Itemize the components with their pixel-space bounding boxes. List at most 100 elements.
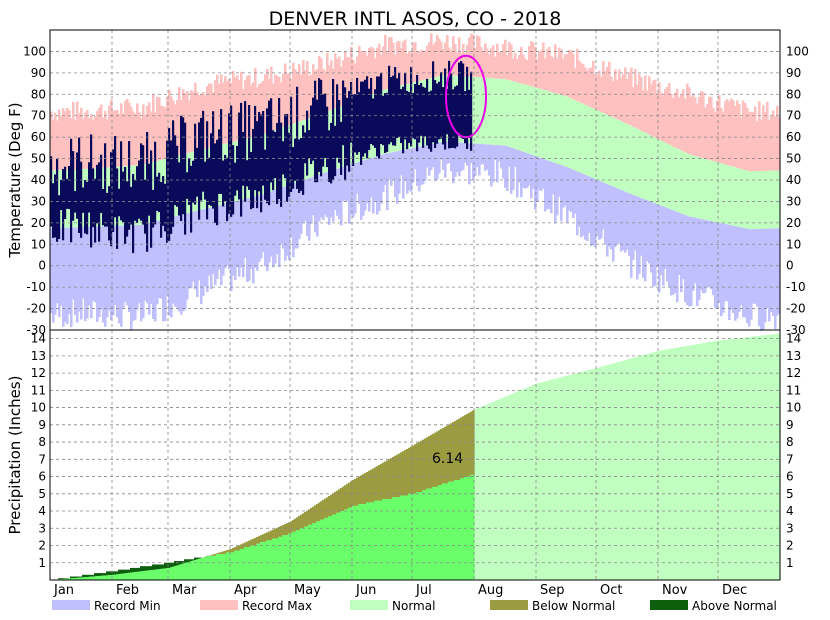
below-normal-bar bbox=[220, 552, 223, 555]
below-normal-bar bbox=[278, 526, 281, 537]
observed-temp-bar bbox=[246, 160, 249, 187]
observed-precip-bar bbox=[366, 502, 369, 580]
normal-precip-bar bbox=[604, 365, 607, 580]
temp-ytick-right: 80 bbox=[786, 87, 801, 101]
record-max-bar bbox=[518, 54, 521, 83]
record-min-bar bbox=[690, 216, 693, 306]
record-max-bar bbox=[530, 41, 533, 87]
normal-band-bar bbox=[746, 170, 749, 229]
normal-band-bar bbox=[666, 143, 669, 208]
record-max-bar bbox=[330, 60, 333, 111]
above-normal-bar bbox=[182, 561, 185, 564]
normal-band-bar bbox=[562, 95, 565, 166]
observed-precip-bar bbox=[232, 552, 235, 580]
record-max-bar bbox=[510, 44, 513, 81]
observed-precip-bar bbox=[340, 511, 343, 580]
observed-precip-bar bbox=[164, 568, 167, 580]
observed-precip-bar bbox=[206, 556, 209, 580]
temp-ytick-left: 50 bbox=[31, 152, 46, 166]
normal-band-bar bbox=[582, 103, 585, 174]
record-max-bar bbox=[368, 47, 371, 96]
below-normal-bar bbox=[458, 418, 461, 480]
below-normal-bar bbox=[238, 545, 241, 551]
record-max-bar bbox=[606, 66, 609, 115]
record-min-bar bbox=[694, 217, 697, 284]
normal-precip-bar bbox=[586, 370, 589, 580]
record-max-bar bbox=[696, 103, 699, 157]
record-max-bar bbox=[276, 75, 279, 130]
record-min-bar bbox=[374, 156, 377, 201]
above-normal-bar bbox=[78, 576, 81, 578]
observed-temp-bar bbox=[432, 61, 435, 143]
below-normal-bar bbox=[354, 478, 357, 506]
record-max-bar bbox=[496, 43, 499, 79]
record-max-bar bbox=[298, 64, 301, 122]
below-normal-bar bbox=[234, 547, 237, 551]
observed-temp-bar bbox=[316, 99, 319, 183]
record-min-bar bbox=[582, 173, 585, 236]
record-min-bar bbox=[458, 142, 461, 177]
record-max-bar bbox=[766, 101, 769, 171]
normal-precip-bar bbox=[666, 349, 669, 580]
normal-band-bar bbox=[526, 85, 529, 154]
record-min-bar bbox=[62, 227, 65, 327]
below-normal-bar bbox=[280, 525, 283, 537]
observed-precip-bar bbox=[252, 545, 255, 580]
observed-temp-bar bbox=[448, 60, 451, 149]
normal-precip-bar bbox=[502, 397, 505, 580]
above-normal-bar bbox=[170, 562, 173, 568]
above-normal-bar bbox=[108, 571, 111, 576]
record-max-bar bbox=[620, 77, 623, 122]
below-normal-bar bbox=[370, 469, 373, 503]
above-normal-bar bbox=[98, 573, 101, 576]
below-normal-bar bbox=[346, 484, 349, 510]
normal-band-bar bbox=[682, 151, 685, 215]
observed-temp-bar bbox=[328, 130, 331, 182]
precip-ytick-right: 2 bbox=[786, 539, 794, 553]
observed-precip-bar bbox=[120, 573, 123, 580]
observed-precip-bar bbox=[342, 511, 345, 580]
record-min-bar bbox=[176, 215, 179, 308]
record-max-bar bbox=[480, 47, 483, 78]
record-min-bar bbox=[268, 192, 271, 263]
below-normal-bar bbox=[336, 490, 339, 513]
normal-band-bar bbox=[764, 170, 767, 229]
below-normal-bar bbox=[472, 410, 475, 475]
below-normal-bar bbox=[416, 443, 419, 493]
record-max-bar bbox=[720, 107, 723, 164]
observed-temp-bar bbox=[250, 151, 253, 210]
observed-temp-bar bbox=[210, 133, 213, 206]
record-min-bar bbox=[570, 168, 573, 212]
record-min-bar bbox=[390, 152, 393, 186]
record-max-bar bbox=[210, 83, 213, 148]
record-max-bar bbox=[508, 42, 511, 81]
below-normal-bar bbox=[348, 482, 351, 508]
observed-temp-bar bbox=[374, 89, 377, 149]
record-min-bar bbox=[54, 228, 57, 315]
record-max-bar bbox=[186, 90, 189, 154]
normal-precip-bar bbox=[646, 354, 649, 580]
above-normal-bar bbox=[100, 573, 103, 576]
temp-ytick-right: -10 bbox=[786, 280, 806, 294]
record-min-bar bbox=[378, 155, 381, 211]
observed-temp-bar bbox=[146, 132, 149, 252]
observed-precip-bar bbox=[240, 548, 243, 580]
observed-temp-bar bbox=[228, 113, 231, 214]
observed-temp-bar bbox=[408, 92, 411, 143]
observed-temp-bar bbox=[420, 82, 423, 136]
observed-temp-bar bbox=[170, 140, 173, 234]
observed-temp-bar bbox=[362, 81, 365, 157]
record-min-bar bbox=[292, 183, 295, 258]
observed-temp-bar bbox=[390, 76, 393, 143]
record-max-bar bbox=[292, 62, 295, 124]
record-max-bar bbox=[134, 113, 137, 166]
below-normal-bar bbox=[402, 451, 405, 496]
observed-temp-bar bbox=[172, 120, 175, 227]
observed-precip-bar bbox=[362, 504, 365, 580]
temp-ytick-left: -30 bbox=[26, 323, 46, 337]
above-normal-bar bbox=[146, 566, 149, 571]
record-max-bar bbox=[370, 46, 373, 95]
normal-band-bar bbox=[540, 89, 543, 159]
legend-label: Normal bbox=[392, 599, 435, 613]
precip-ytick-right: 9 bbox=[786, 418, 794, 432]
